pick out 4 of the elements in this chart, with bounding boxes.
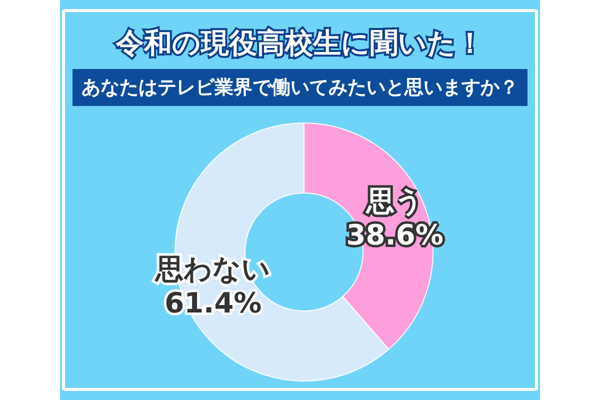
chart-title: 令和の現役高校生に聞いた！ [115, 26, 484, 60]
chart-subtitle: あなたはテレビ業界で働いてみたいと思いますか？ [82, 76, 518, 98]
data-label: 61.4% [164, 286, 262, 320]
slice-label: 思う [365, 184, 424, 218]
